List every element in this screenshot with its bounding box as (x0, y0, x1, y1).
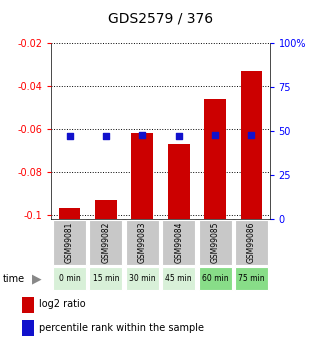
Text: 0 min: 0 min (59, 274, 81, 283)
Bar (235, 220, 268, 265)
Bar (59, 208, 81, 219)
Bar (162, 267, 195, 290)
Bar (199, 267, 231, 290)
Bar (90, 267, 122, 290)
Bar (131, 133, 153, 219)
Bar (95, 200, 117, 219)
Bar (22, 296, 33, 313)
Text: GDS2579 / 376: GDS2579 / 376 (108, 12, 213, 26)
Point (176, 134, 181, 139)
Bar (204, 99, 226, 219)
Text: log2 ratio: log2 ratio (39, 299, 86, 309)
Text: GSM99086: GSM99086 (247, 221, 256, 263)
Bar (22, 320, 33, 336)
Bar (53, 220, 86, 265)
Text: time: time (3, 274, 25, 284)
Text: GSM99085: GSM99085 (211, 221, 220, 263)
Text: 15 min: 15 min (93, 274, 119, 283)
Text: 45 min: 45 min (165, 274, 192, 283)
Text: 75 min: 75 min (238, 274, 265, 283)
Text: GSM99083: GSM99083 (138, 221, 147, 263)
Point (140, 132, 145, 137)
Bar (199, 220, 231, 265)
Text: GSM99081: GSM99081 (65, 222, 74, 263)
Text: 60 min: 60 min (202, 274, 228, 283)
Point (67, 134, 72, 139)
Text: GSM99084: GSM99084 (174, 221, 183, 263)
Bar (90, 220, 122, 265)
Bar (126, 220, 159, 265)
Text: percentile rank within the sample: percentile rank within the sample (39, 323, 204, 333)
Point (249, 132, 254, 137)
Text: ▶: ▶ (32, 272, 42, 285)
Point (213, 132, 218, 137)
Text: GSM99082: GSM99082 (101, 222, 110, 263)
Text: 30 min: 30 min (129, 274, 156, 283)
Bar (235, 267, 268, 290)
Bar (240, 71, 262, 219)
Bar (168, 144, 190, 219)
Bar (53, 267, 86, 290)
Bar (162, 220, 195, 265)
Bar (126, 267, 159, 290)
Point (103, 134, 108, 139)
